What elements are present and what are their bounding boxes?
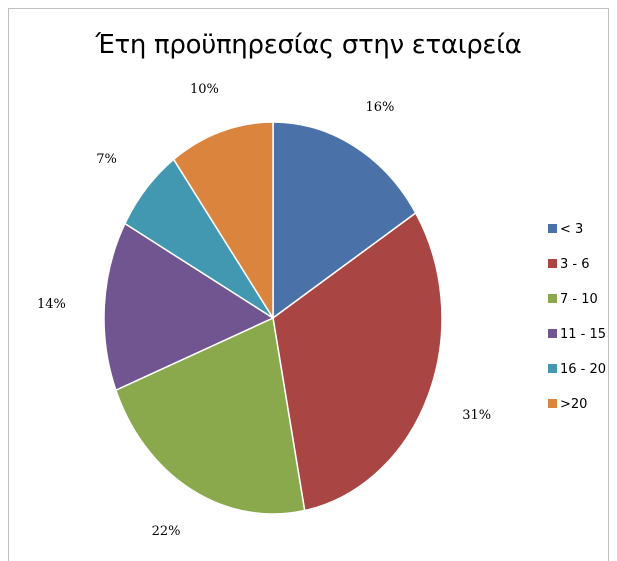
legend-swatch-2 — [548, 259, 557, 268]
legend-label-5: 16 - 20 — [560, 362, 606, 377]
pie-slice-6 — [172, 121, 274, 321]
slice-label-5: 7% — [96, 152, 117, 167]
chart-frame — [8, 8, 609, 561]
legend-swatch-1 — [548, 224, 557, 233]
legend-label-4: 11 - 15 — [560, 327, 606, 342]
legend-swatch-3 — [548, 294, 557, 303]
slice-label-1: 16% — [365, 100, 394, 115]
legend-label-3: 7 - 10 — [560, 292, 598, 307]
legend-swatch-5 — [548, 364, 557, 373]
legend-label-1: < 3 — [560, 222, 583, 237]
slice-label-6: 10% — [190, 82, 219, 97]
legend-swatch-4 — [548, 329, 557, 338]
pie-slice-2 — [272, 211, 443, 512]
pie-slice-4 — [103, 222, 275, 392]
pie-slice-3 — [114, 316, 306, 515]
legend-swatch-6 — [548, 399, 557, 408]
legend-label-6: >20 — [560, 397, 587, 412]
slice-label-4: 14% — [37, 297, 66, 312]
legend-label-2: 3 - 6 — [560, 257, 590, 272]
slice-label-2: 31% — [462, 408, 491, 423]
pie-slice-1 — [272, 121, 417, 320]
chart-title: Έτη προϋπηρεσίας στην εταιρεία — [95, 30, 522, 60]
slice-label-3: 22% — [152, 524, 181, 539]
